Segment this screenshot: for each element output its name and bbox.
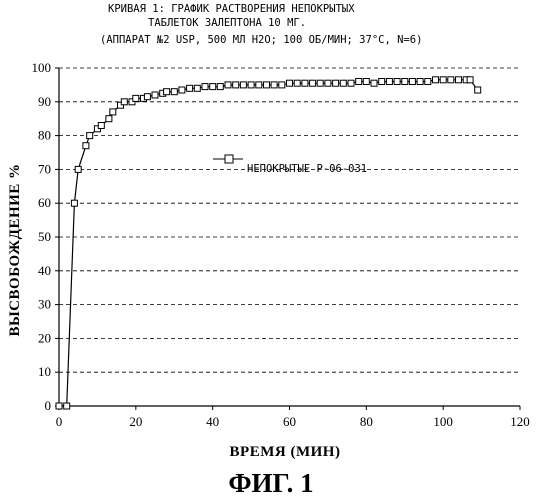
x-tick-label-80: 80	[360, 414, 373, 429]
data-point	[287, 80, 293, 86]
data-point	[409, 79, 415, 85]
y-tick-label-70: 70	[38, 161, 51, 176]
data-point	[402, 79, 408, 85]
data-point	[64, 403, 70, 409]
data-point	[379, 79, 385, 85]
data-point	[75, 166, 81, 172]
data-point	[425, 79, 431, 85]
data-point	[448, 77, 454, 83]
data-point	[317, 80, 323, 86]
data-point	[440, 77, 446, 83]
x-tick-label-20: 20	[129, 414, 142, 429]
data-point	[144, 94, 150, 100]
data-point	[325, 80, 331, 86]
data-point	[187, 85, 193, 91]
data-point	[83, 143, 89, 149]
data-point	[348, 80, 354, 86]
y-tick-label-20: 20	[38, 330, 51, 345]
data-point	[340, 80, 346, 86]
data-point	[110, 109, 116, 115]
x-tick-labels: 0 20 40 60 80 100 120	[56, 414, 530, 429]
data-point	[310, 80, 316, 86]
x-tick-label-40: 40	[206, 414, 219, 429]
data-point	[264, 82, 270, 88]
data-point	[248, 82, 254, 88]
chart-title-line-2: ТАБЛЕТОК ЗАЛЕПТОНА 10 МГ.	[148, 17, 306, 29]
y-tick-label-100: 100	[32, 60, 52, 75]
y-tick-label-50: 50	[38, 229, 51, 244]
y-axis-label: ВЫСВОБОЖДЕНИЕ %	[7, 163, 23, 336]
data-point	[256, 82, 262, 88]
data-point	[467, 77, 473, 83]
data-point	[171, 89, 177, 95]
data-point	[121, 99, 127, 105]
y-tick-label-30: 30	[38, 297, 51, 312]
y-tick-label-0: 0	[45, 398, 52, 413]
y-tick-label-80: 80	[38, 128, 51, 143]
data-point	[202, 84, 208, 90]
data-point	[98, 123, 104, 129]
y-tick-label-40: 40	[38, 263, 51, 278]
data-point	[271, 82, 277, 88]
series-group	[56, 77, 481, 409]
x-tick-label-120: 120	[510, 414, 530, 429]
data-point	[179, 87, 185, 93]
x-axis-label: ВРЕМЯ (МИН)	[230, 444, 341, 460]
data-point	[106, 116, 112, 122]
x-tick-label-100: 100	[433, 414, 453, 429]
y-tick-labels: 0 10 20 30 40 50 60 70 80 90 100	[32, 60, 52, 413]
x-tick-label-60: 60	[283, 414, 296, 429]
data-point	[194, 85, 200, 91]
series-line-0	[59, 80, 478, 406]
data-point	[333, 80, 339, 86]
chart-title: КРИВАЯ 1: ГРАФИК РАСТВОРЕНИЯ НЕПОКРЫТЫХ …	[100, 3, 422, 46]
legend-label: НЕПОКРЫТЫЕ Р-06-031	[247, 163, 367, 175]
data-point	[371, 80, 377, 86]
gridlines	[59, 68, 520, 372]
y-tick-label-60: 60	[38, 195, 51, 210]
data-point	[87, 133, 93, 139]
data-point	[294, 80, 300, 86]
data-point	[133, 95, 139, 101]
chart-title-line-3: (АППАРАТ №2 USP, 500 МЛ H2O; 100 ОБ/МИН;…	[100, 34, 422, 46]
data-point	[433, 77, 439, 83]
y-tick-label-10: 10	[38, 364, 51, 379]
data-point	[279, 82, 285, 88]
legend: НЕПОКРЫТЫЕ Р-06-031	[213, 155, 367, 175]
figure-caption: ФИГ. 1	[228, 468, 313, 498]
x-tick-label-0: 0	[56, 414, 63, 429]
data-point	[225, 82, 231, 88]
data-point	[210, 84, 216, 90]
data-point	[394, 79, 400, 85]
data-point	[152, 92, 158, 98]
data-point	[475, 87, 481, 93]
data-point	[363, 79, 369, 85]
chart-title-line-1: КРИВАЯ 1: ГРАФИК РАСТВОРЕНИЯ НЕПОКРЫТЫХ	[108, 3, 355, 15]
legend-marker-sample	[225, 155, 233, 163]
data-point	[302, 80, 308, 86]
axes	[55, 68, 520, 410]
data-point	[217, 84, 223, 90]
y-tick-label-90: 90	[38, 94, 51, 109]
data-point	[164, 89, 170, 95]
data-point	[417, 79, 423, 85]
data-point	[456, 77, 462, 83]
data-point	[56, 403, 62, 409]
data-point	[386, 79, 392, 85]
data-point	[356, 79, 362, 85]
data-point	[71, 200, 77, 206]
data-point	[240, 82, 246, 88]
data-point	[233, 82, 239, 88]
